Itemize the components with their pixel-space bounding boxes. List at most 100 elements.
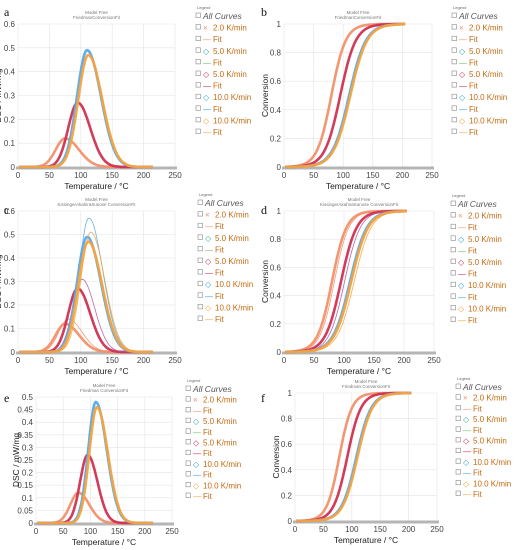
legend-checkbox[interactable]	[195, 128, 201, 134]
legend-checkbox[interactable]	[455, 458, 461, 464]
legend-checkbox[interactable]	[451, 59, 457, 65]
legend-checkbox[interactable]	[455, 490, 461, 496]
legend-checkbox[interactable]	[450, 316, 456, 322]
legend-checkbox[interactable]	[450, 305, 456, 311]
legend-checkbox[interactable]	[455, 405, 461, 411]
x-axis-label: Temperature / °C	[64, 181, 128, 191]
legend-checkbox[interactable]	[455, 469, 461, 475]
x-tick-label: 150	[106, 171, 120, 180]
legend-checkbox[interactable]	[450, 293, 456, 299]
legend-checkbox[interactable]	[450, 200, 456, 206]
legend-checkbox[interactable]	[451, 47, 457, 53]
legend-marker: ◇	[458, 258, 465, 267]
legend-checkbox[interactable]	[185, 396, 191, 402]
legend-item: 10.0 K/min	[473, 458, 511, 467]
legend-checkbox[interactable]	[450, 212, 456, 218]
y-axis-label: DSC / mW/mg	[0, 68, 3, 123]
legend-marker: —	[463, 447, 471, 456]
legend-checkbox[interactable]	[197, 304, 203, 310]
legend-checkbox[interactable]	[195, 117, 201, 123]
series-line	[295, 391, 412, 523]
legend-checkbox[interactable]	[455, 479, 461, 486]
x-axis-bar	[282, 166, 434, 170]
legend-checkbox[interactable]	[195, 70, 201, 76]
legend-marker: —	[205, 315, 213, 324]
legend-item: 10.0 K/min	[469, 116, 507, 125]
x-tick-label: 50	[45, 171, 54, 180]
legend-marker: ×	[458, 212, 463, 221]
legend-checkbox[interactable]	[185, 460, 191, 466]
legend-all-curves: All Curves	[202, 11, 242, 21]
legend-checkbox[interactable]	[185, 471, 191, 477]
legend-checkbox[interactable]	[185, 492, 191, 498]
legend-checkbox[interactable]	[455, 383, 461, 389]
legend-checkbox[interactable]	[455, 437, 461, 443]
legend-checkbox[interactable]	[451, 12, 457, 18]
y-axis-label: DSC / mW/mg	[0, 254, 3, 309]
legend-checkbox[interactable]	[451, 128, 457, 134]
legend-marker: —	[458, 246, 466, 255]
x-tick-label: 250	[168, 171, 182, 180]
legend-checkbox[interactable]	[451, 24, 457, 30]
legend-checkbox[interactable]	[450, 235, 456, 241]
legend-checkbox[interactable]	[455, 415, 461, 421]
legend-item: 2.0 K/min	[213, 24, 247, 33]
legend-checkbox[interactable]	[197, 280, 203, 287]
legend-checkbox[interactable]	[197, 315, 203, 321]
legend-checkbox[interactable]	[451, 82, 457, 88]
legend-checkbox[interactable]	[451, 35, 457, 42]
legend-checkbox[interactable]	[195, 24, 201, 30]
legend-checkbox[interactable]	[185, 481, 191, 488]
legend-checkbox[interactable]	[450, 247, 456, 253]
legend-checkbox[interactable]	[451, 105, 457, 111]
legend-item: Fit	[469, 128, 479, 137]
x-tick-label: 250	[425, 171, 439, 180]
legend-checkbox[interactable]	[197, 199, 203, 205]
legend-checkbox[interactable]	[455, 447, 461, 454]
legend-checkbox[interactable]	[197, 211, 203, 217]
legend-checkbox[interactable]	[185, 385, 191, 391]
legend-marker: ◇	[205, 303, 212, 312]
x-tick-label: 50	[319, 525, 328, 534]
chart-title: Model Free	[85, 10, 108, 15]
legend-checkbox[interactable]	[455, 394, 461, 400]
legend-checkbox[interactable]	[185, 439, 191, 445]
legend-checkbox[interactable]	[197, 234, 203, 240]
legend-checkbox[interactable]	[450, 258, 456, 264]
y-tick-label: 0.25	[17, 456, 33, 465]
legend-checkbox[interactable]	[197, 246, 203, 252]
legend-checkbox[interactable]	[450, 223, 456, 229]
legend-checkbox[interactable]	[195, 59, 201, 65]
legend-checkbox[interactable]	[197, 269, 203, 275]
legend-checkbox[interactable]	[451, 93, 457, 99]
legend-checkbox[interactable]	[195, 105, 201, 111]
x-tick-label: 0	[16, 356, 21, 365]
legend-checkbox[interactable]	[451, 70, 457, 76]
legend-checkbox[interactable]	[197, 257, 203, 263]
legend-checkbox[interactable]	[195, 47, 201, 53]
legend-checkbox[interactable]	[450, 270, 456, 276]
chart-subtitle: FriedmanConversionFit	[335, 15, 383, 20]
legend-checkbox[interactable]	[185, 428, 191, 434]
legend-checkbox[interactable]	[197, 292, 203, 298]
legend-checkbox[interactable]	[197, 222, 203, 228]
legend-checkbox[interactable]	[195, 35, 201, 42]
series-line	[284, 209, 408, 354]
legend-checkbox[interactable]	[185, 407, 191, 413]
legend-checkbox[interactable]	[185, 449, 191, 456]
legend-checkbox[interactable]	[451, 117, 457, 123]
legend-marker: —	[203, 128, 211, 137]
legend-checkbox[interactable]	[195, 93, 201, 99]
legend-all-curves: All Curves	[192, 384, 232, 394]
legend-checkbox[interactable]	[450, 281, 456, 288]
legend-checkbox[interactable]	[195, 12, 201, 18]
legend-checkbox[interactable]	[185, 417, 191, 423]
y-tick-label: 0.2	[270, 134, 282, 143]
legend-checkbox[interactable]	[455, 426, 461, 432]
legend-checkbox[interactable]	[195, 82, 201, 88]
fit-line	[285, 210, 407, 353]
